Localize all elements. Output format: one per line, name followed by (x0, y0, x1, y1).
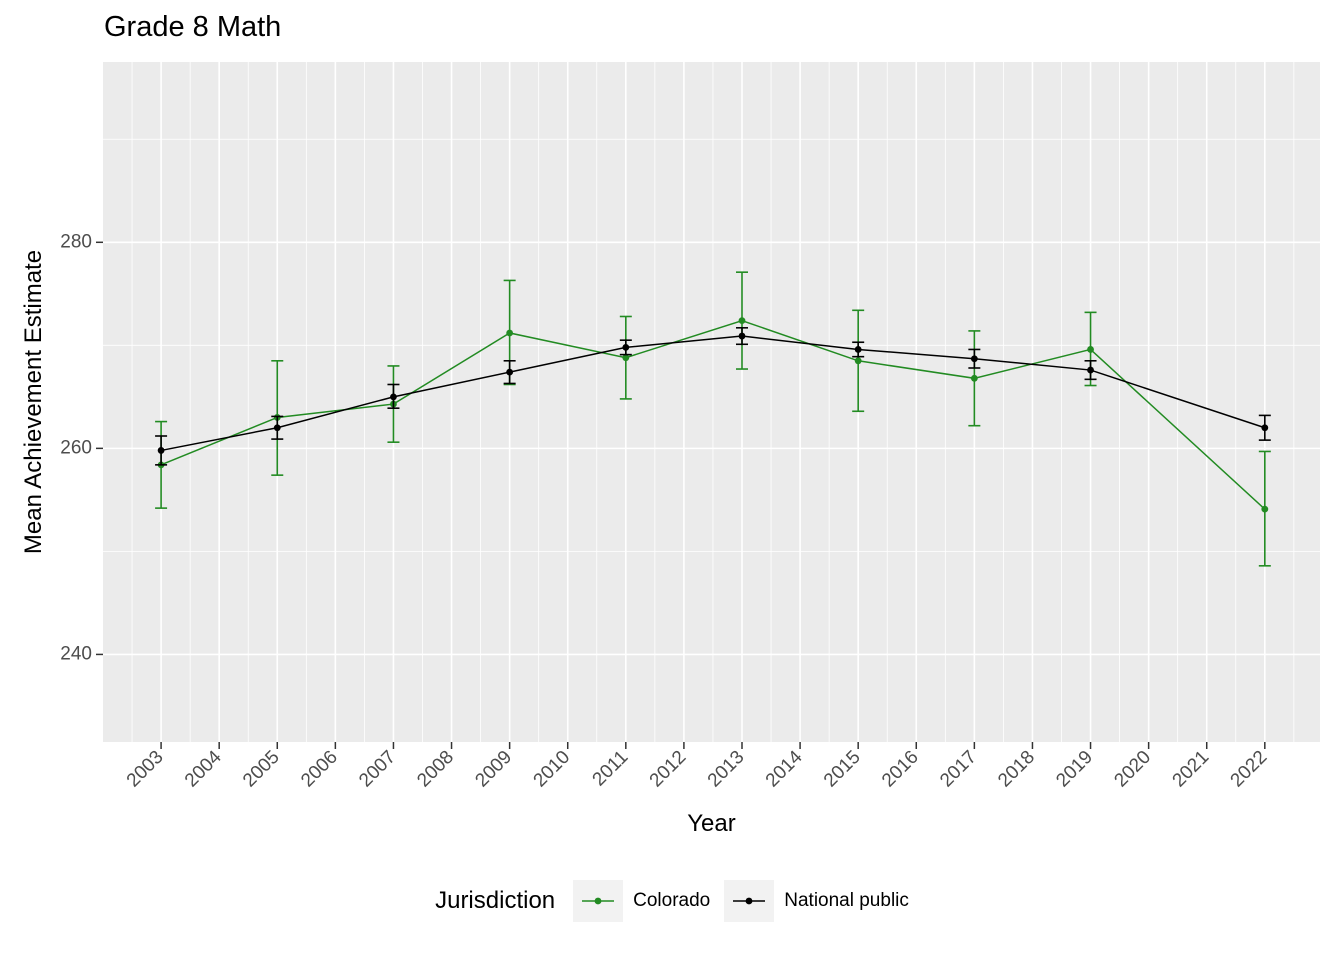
legend-entry-colorado: Colorado (573, 880, 710, 922)
x-tick-label: 2010 (530, 747, 575, 792)
chart-title: Grade 8 Math (104, 11, 282, 43)
data-point-national-public (738, 332, 746, 340)
legend-label-colorado: Colorado (633, 890, 711, 911)
x-tick-label: 2017 (936, 747, 981, 792)
legend-glyph-colorado (582, 897, 615, 905)
data-point-colorado (738, 317, 746, 325)
data-point-colorado (506, 329, 514, 337)
x-tick-label: 2022 (1227, 747, 1272, 792)
x-tick-label: 2019 (1052, 747, 1097, 792)
x-tick-label: 2020 (1110, 747, 1155, 792)
data-point-national-public (1087, 366, 1094, 374)
x-tick-label: 2021 (1169, 747, 1214, 792)
data-point-colorado (622, 354, 630, 362)
x-tick-label: 2015 (820, 747, 865, 792)
x-tick-label: 2007 (355, 747, 400, 792)
data-point-national-public (622, 343, 630, 351)
x-tick-label: 2014 (762, 746, 807, 791)
x-tick-label: 2005 (239, 747, 284, 792)
data-point-colorado (1261, 505, 1269, 513)
y-tick-label: 240 (60, 643, 92, 664)
data-point-national-public (506, 368, 514, 376)
legend-entry-national-public: National public (724, 880, 909, 922)
x-tick-label: 2008 (413, 747, 458, 792)
y-tick-label: 260 (60, 437, 92, 458)
data-point-national-public (390, 393, 397, 401)
x-tick-label: 2013 (704, 747, 749, 792)
data-point-national-public (157, 447, 165, 454)
data-point-colorado (970, 374, 978, 382)
x-tick-label: 2018 (994, 747, 1039, 792)
data-point-colorado (1087, 346, 1094, 353)
legend-glyph-national-public (733, 897, 766, 905)
data-point-national-public (273, 424, 281, 432)
x-tick-label: 2009 (471, 747, 516, 792)
x-tick-label: 2012 (646, 747, 691, 792)
series-line-national-public (160, 335, 1266, 452)
x-tick-label: 2006 (297, 747, 342, 792)
data-point-national-public (970, 355, 978, 363)
legend-title: Jurisdiction (435, 887, 556, 914)
legend-key-colorado (573, 880, 624, 922)
legend-label-national-public: National public (784, 890, 909, 911)
x-axis-title: Year (687, 810, 736, 837)
legend-key-national-public (724, 880, 775, 922)
data-point-national-public (1261, 424, 1269, 432)
x-tick-label: 2016 (878, 747, 923, 792)
x-tick-label: 2011 (589, 747, 633, 791)
panel-background (103, 62, 1320, 742)
data-point-colorado (854, 357, 862, 365)
y-tick-label: 280 (60, 231, 92, 252)
x-tick-label: 2004 (181, 746, 226, 791)
y-axis-title: Mean Achievement Estimate (20, 249, 47, 555)
data-point-national-public (854, 346, 862, 353)
legend: Jurisdiction Colorado National public (0, 880, 1344, 922)
x-tick-label: 2003 (123, 747, 168, 792)
